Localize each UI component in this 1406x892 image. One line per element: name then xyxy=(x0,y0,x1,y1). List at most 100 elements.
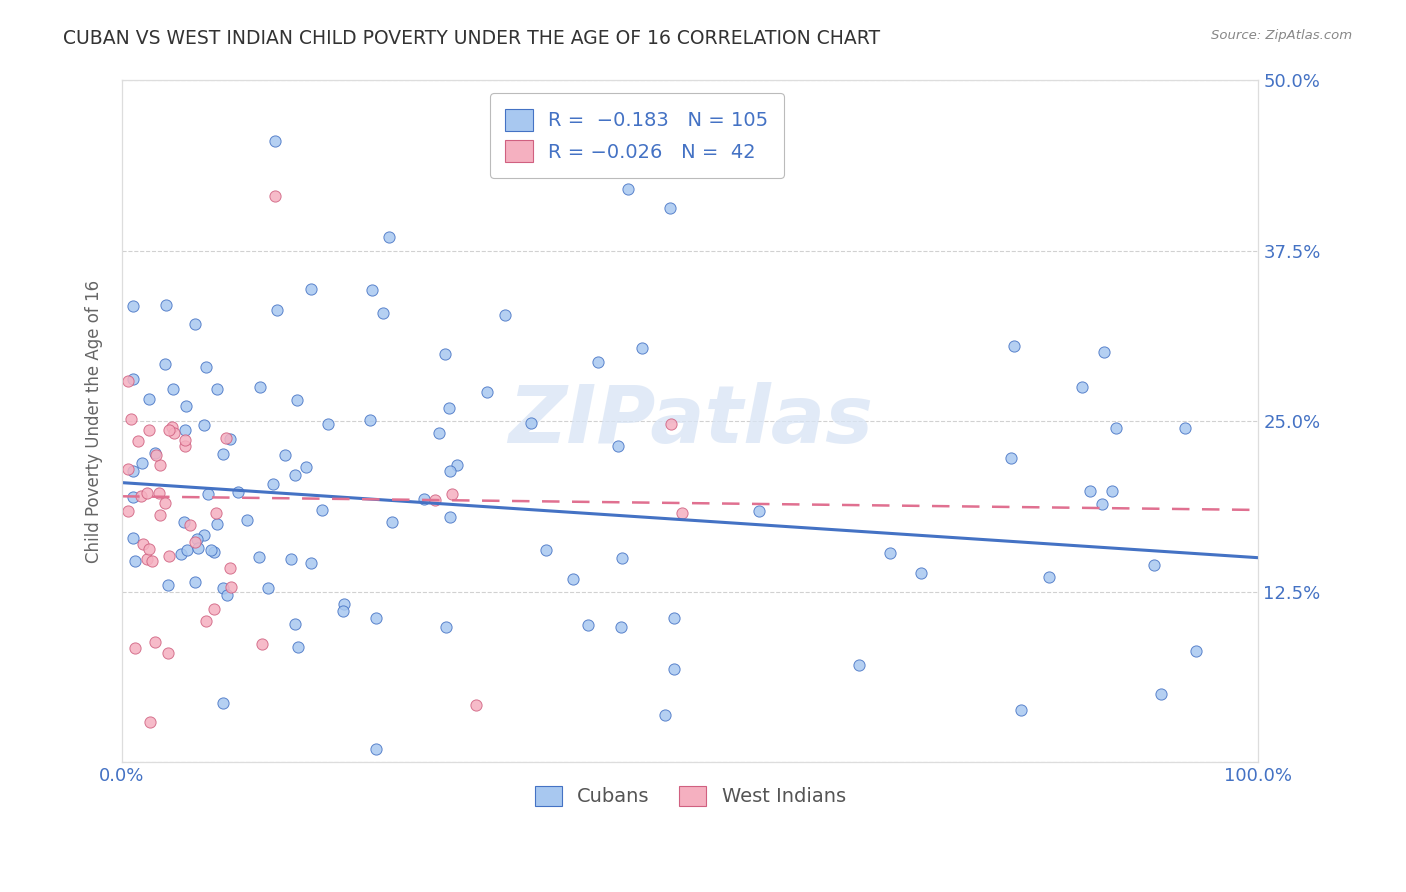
Point xyxy=(264,189,287,203)
Point xyxy=(184,535,207,549)
Point xyxy=(155,298,177,312)
Point xyxy=(226,485,249,500)
Point xyxy=(200,542,222,557)
Point xyxy=(183,575,205,590)
Point xyxy=(879,545,901,559)
Point xyxy=(236,513,259,527)
Point xyxy=(373,305,395,319)
Point xyxy=(122,464,145,478)
Point xyxy=(1078,483,1101,498)
Point xyxy=(122,372,145,386)
Point xyxy=(138,423,160,437)
Point xyxy=(381,515,404,529)
Point xyxy=(205,517,228,532)
Point xyxy=(148,486,170,500)
Point xyxy=(446,458,468,473)
Point xyxy=(163,426,186,441)
Point xyxy=(145,448,167,462)
Point xyxy=(311,502,333,516)
Point xyxy=(135,485,157,500)
Point xyxy=(219,560,242,574)
Point xyxy=(219,433,242,447)
Point xyxy=(439,510,461,524)
Text: CUBAN VS WEST INDIAN CHILD POVERTY UNDER THE AGE OF 16 CORRELATION CHART: CUBAN VS WEST INDIAN CHILD POVERTY UNDER… xyxy=(63,29,880,47)
Point xyxy=(157,578,180,592)
Point xyxy=(174,433,197,447)
Point xyxy=(612,550,634,565)
Point xyxy=(299,556,322,570)
Point xyxy=(173,439,195,453)
Point xyxy=(586,355,609,369)
Point xyxy=(475,384,498,399)
Point xyxy=(425,493,447,508)
Point xyxy=(149,508,172,522)
Point xyxy=(1143,558,1166,573)
Point xyxy=(174,399,197,413)
Point xyxy=(1092,344,1115,359)
Point xyxy=(179,518,201,533)
Point xyxy=(124,554,146,568)
Point xyxy=(748,504,770,518)
Point xyxy=(174,423,197,437)
Point xyxy=(273,448,295,462)
Y-axis label: Child Poverty Under the Age of 16: Child Poverty Under the Age of 16 xyxy=(86,280,103,563)
Point xyxy=(520,416,543,430)
Point xyxy=(156,646,179,660)
Point xyxy=(1038,570,1060,584)
Point xyxy=(437,401,460,415)
Point xyxy=(143,634,166,648)
Point xyxy=(117,462,139,476)
Point xyxy=(221,580,243,594)
Point xyxy=(131,456,153,470)
Point xyxy=(141,554,163,568)
Point xyxy=(378,230,401,244)
Point xyxy=(434,346,457,360)
Point xyxy=(361,283,384,297)
Point xyxy=(659,201,682,215)
Point xyxy=(170,547,193,561)
Point xyxy=(194,359,217,374)
Point xyxy=(217,588,239,602)
Point xyxy=(266,303,288,318)
Point xyxy=(413,491,436,506)
Point xyxy=(1011,703,1033,717)
Point xyxy=(122,490,145,504)
Text: Source: ZipAtlas.com: Source: ZipAtlas.com xyxy=(1212,29,1353,42)
Point xyxy=(284,617,307,632)
Point xyxy=(153,357,176,371)
Point xyxy=(138,541,160,556)
Point xyxy=(143,446,166,460)
Point xyxy=(607,440,630,454)
Point xyxy=(202,601,225,615)
Point xyxy=(662,662,685,676)
Point xyxy=(215,431,238,445)
Point xyxy=(359,413,381,427)
Point xyxy=(848,657,870,672)
Point xyxy=(434,620,457,634)
Point xyxy=(122,532,145,546)
Point xyxy=(162,419,184,434)
Point xyxy=(148,458,170,473)
Point xyxy=(494,309,516,323)
Point xyxy=(117,504,139,518)
Point xyxy=(117,374,139,388)
Point xyxy=(120,412,142,426)
Point xyxy=(654,708,676,723)
Point xyxy=(129,489,152,503)
Point xyxy=(631,342,654,356)
Point xyxy=(1101,483,1123,498)
Point xyxy=(195,614,218,628)
Point xyxy=(333,597,356,611)
Point xyxy=(247,549,270,564)
Point xyxy=(153,496,176,510)
Point xyxy=(534,542,557,557)
Point xyxy=(318,417,340,432)
Point xyxy=(1000,451,1022,466)
Point xyxy=(173,515,195,529)
Point xyxy=(212,447,235,461)
Point xyxy=(441,487,464,501)
Point xyxy=(205,382,228,396)
Point xyxy=(1174,421,1197,435)
Point xyxy=(659,417,682,432)
Point xyxy=(364,741,387,756)
